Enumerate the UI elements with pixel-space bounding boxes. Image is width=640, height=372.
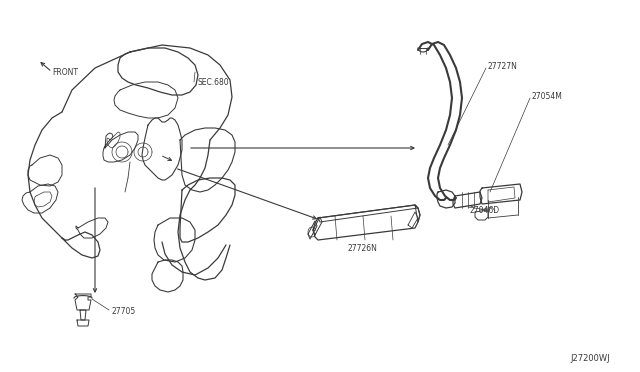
Text: FRONT: FRONT <box>52 68 78 77</box>
Text: SEC.680: SEC.680 <box>198 78 230 87</box>
Text: 27727N: 27727N <box>488 62 518 71</box>
Text: 27054M: 27054M <box>532 92 563 101</box>
Text: 27705: 27705 <box>112 307 136 316</box>
Text: 27046D: 27046D <box>470 206 500 215</box>
Text: 27726N: 27726N <box>348 244 378 253</box>
Text: J27200WJ: J27200WJ <box>570 354 610 363</box>
